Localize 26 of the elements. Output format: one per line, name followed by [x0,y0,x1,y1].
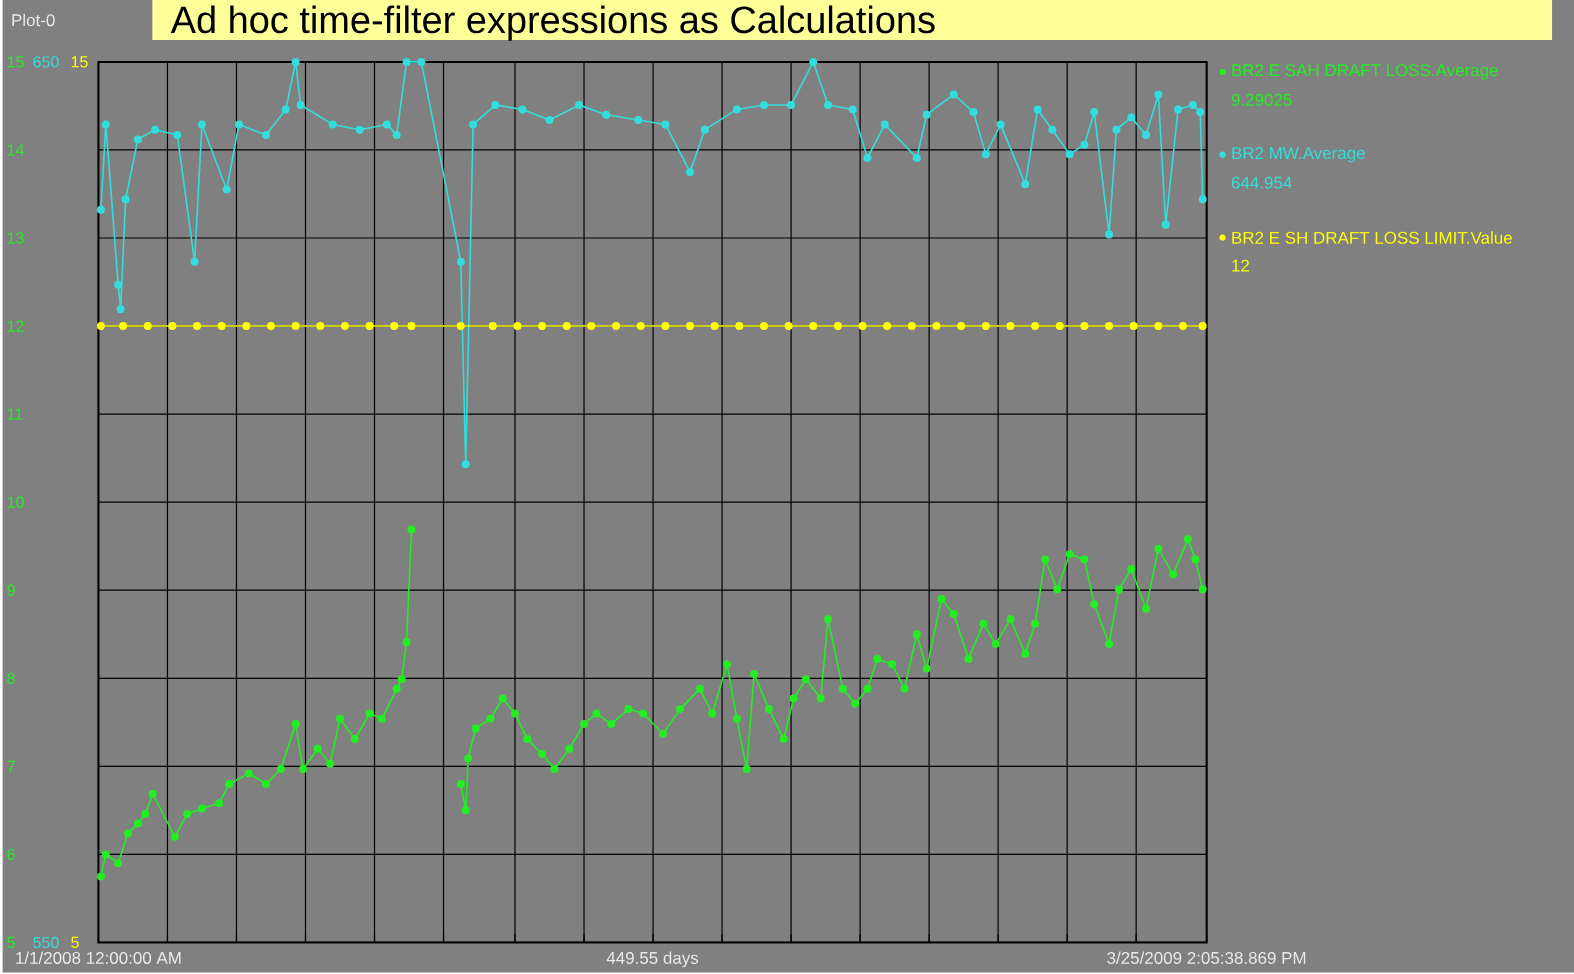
y-tick-label: 7 [7,760,15,772]
text: Plot-0 [12,13,55,27]
chart-title: Ad hoc time-filter expressions as Calculations [170,5,935,41]
x-tick-label: 1/1/2008 12:00:00 AM [16,951,181,964]
legend-label: BR2 MW.Average [1232,147,1365,163]
x-axis-title: 449.55 days [606,951,699,968]
y-tick-label: 5 [7,936,15,949]
y3-tick-label: 15 [71,56,88,68]
y2-tick-label: 550 [33,936,59,949]
y-tick-label: 6 [7,848,15,861]
text: 644.954 [1231,176,1292,189]
y-tick-label: 12 [7,320,24,332]
y-tick-label: 10 [7,496,24,508]
y-tick-label: 8 [7,672,15,684]
x-tick-label: 3/25/2009 2:05:38.869 PM [1107,951,1306,964]
y-tick-label: 9 [7,584,15,596]
text: 9.29025 [1231,93,1292,106]
text: 12 [1232,259,1249,272]
y2-tick-label: 650 [33,56,59,68]
y3-tick-label: 5 [71,936,79,949]
legend-label: BR2 E SAH DRAFT LOSS.Average [1232,64,1498,80]
y-tick-label: 15 [7,56,24,68]
y-tick-label: 11 [7,408,23,420]
y-tick-label: 13 [7,232,24,244]
y-tick-label: 14 [7,144,24,156]
legend-label: BR2 E SH DRAFT LOSS LIMIT.Value [1232,231,1512,244]
